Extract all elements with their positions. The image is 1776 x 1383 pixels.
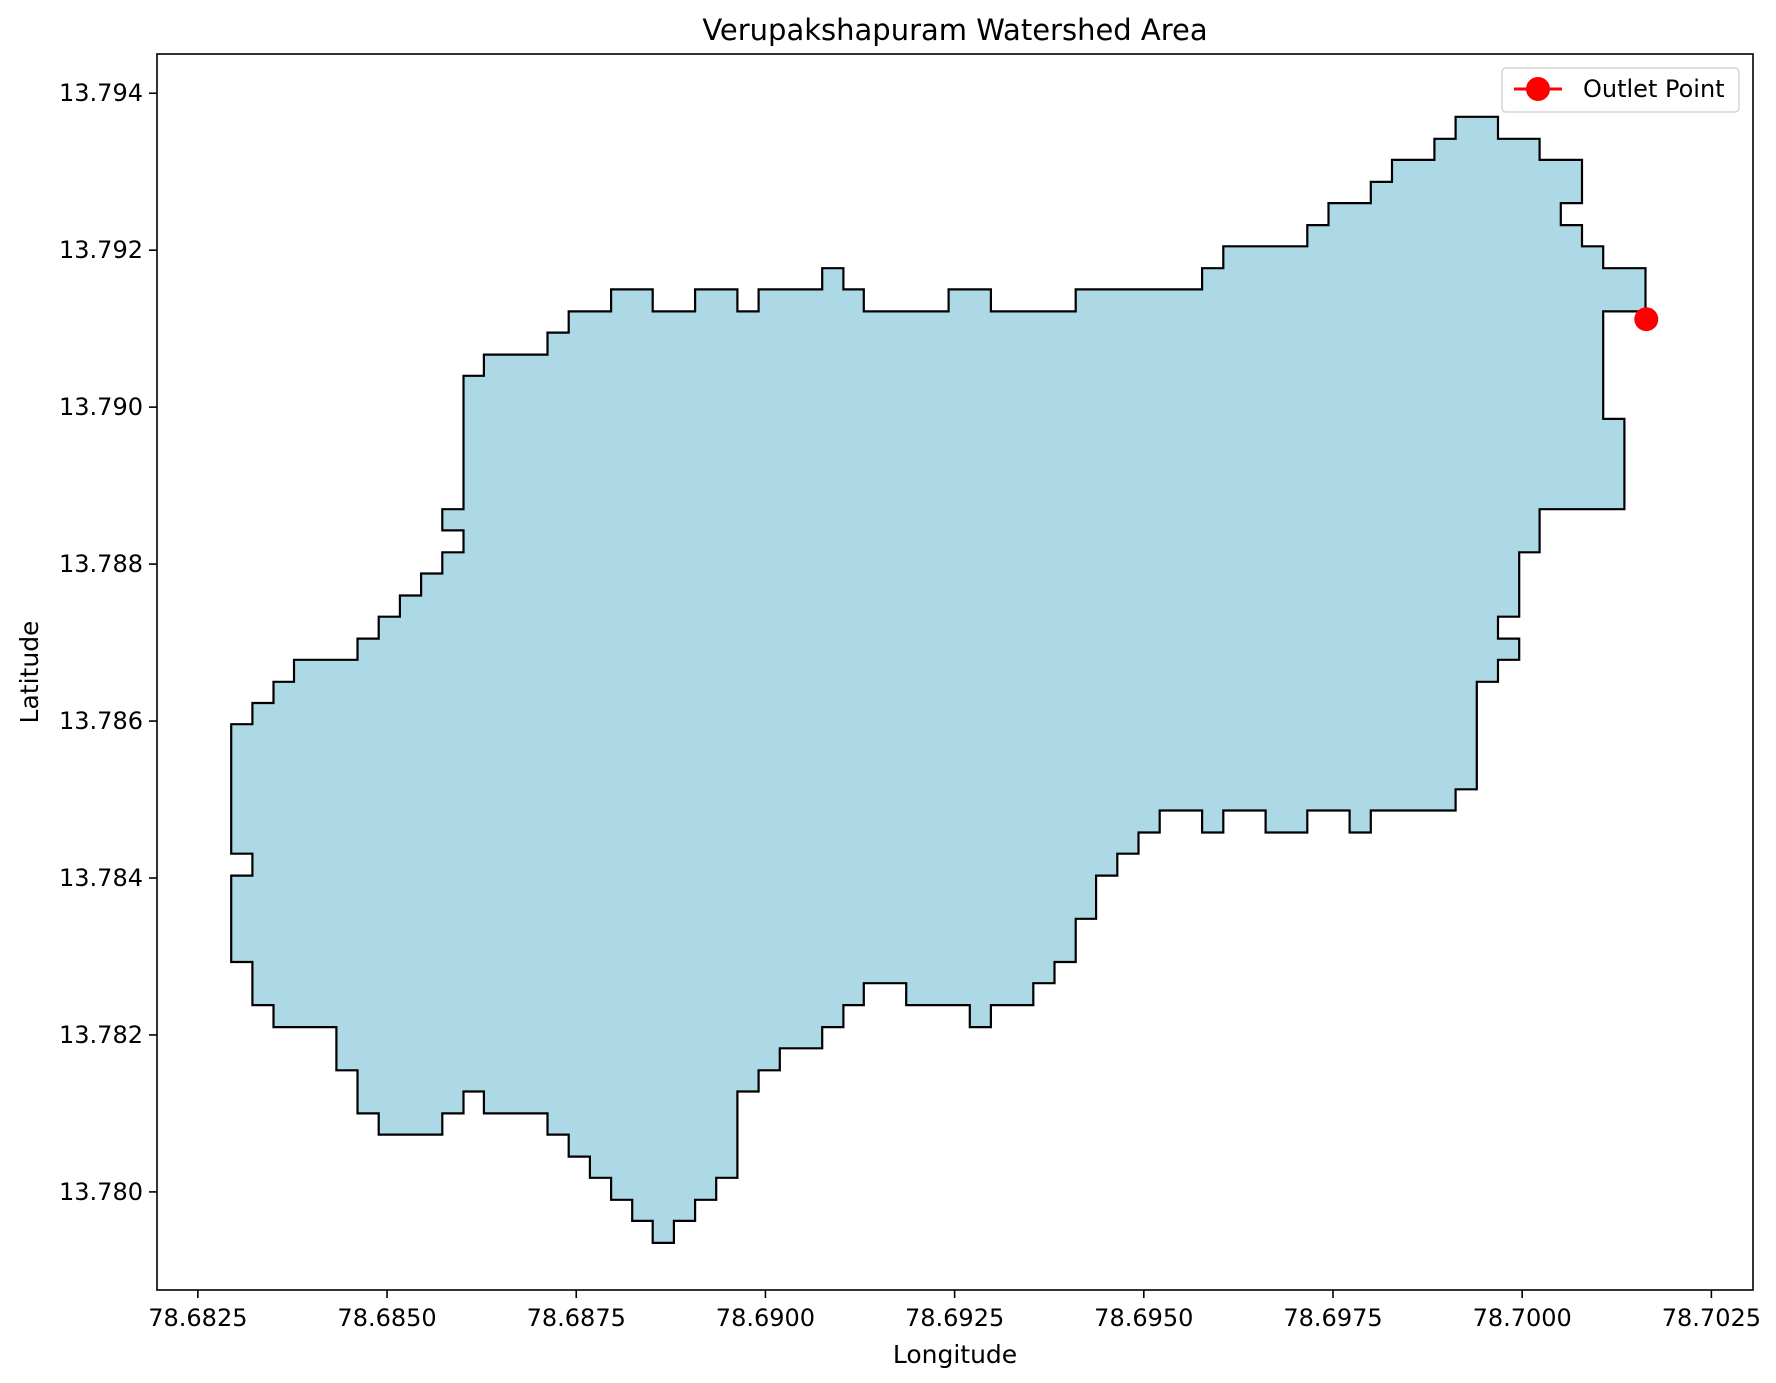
y-tick-label: 13.780 (59, 1178, 143, 1206)
x-tick-label: 78.7000 (1473, 1304, 1572, 1332)
x-tick-label: 78.6950 (1094, 1304, 1193, 1332)
y-tick-label: 13.786 (59, 707, 143, 735)
y-tick-label: 13.782 (59, 1021, 143, 1049)
x-tick-label: 78.6850 (337, 1304, 436, 1332)
x-tick-label: 78.6825 (148, 1304, 247, 1332)
watershed-polygon (230, 115, 1647, 1245)
chart-title: Verupakshapuram Watershed Area (702, 13, 1207, 47)
y-tick-label: 13.788 (59, 550, 143, 578)
y-tick-label: 13.794 (59, 79, 143, 107)
legend-outlet-label: Outlet Point (1583, 75, 1725, 103)
y-tick-label: 13.790 (59, 393, 143, 421)
y-axis-label: Latitude (15, 621, 44, 724)
outlet-point-marker (1634, 307, 1659, 332)
x-tick-label: 78.6925 (905, 1304, 1004, 1332)
x-axis: 78.6825 78.6850 78.6875 78.6900 78.6925 78.69… (148, 1290, 1761, 1332)
legend-outlet-marker (1526, 77, 1550, 101)
plot-area (230, 115, 1659, 1245)
y-tick-label: 13.792 (59, 236, 143, 264)
x-tick-label: 78.6875 (527, 1304, 626, 1332)
y-tick-label: 13.784 (59, 864, 143, 892)
legend: Outlet Point (1501, 67, 1740, 113)
x-tick-label: 78.6900 (716, 1304, 815, 1332)
legend-box (1501, 67, 1740, 113)
x-tick-label: 78.7025 (1662, 1304, 1761, 1332)
x-axis-label: Longitude (893, 1340, 1017, 1369)
x-tick-label: 78.6975 (1283, 1304, 1382, 1332)
y-axis: 13.780 13.782 13.784 13.786 13.788 13.790 13.7… (59, 79, 157, 1206)
